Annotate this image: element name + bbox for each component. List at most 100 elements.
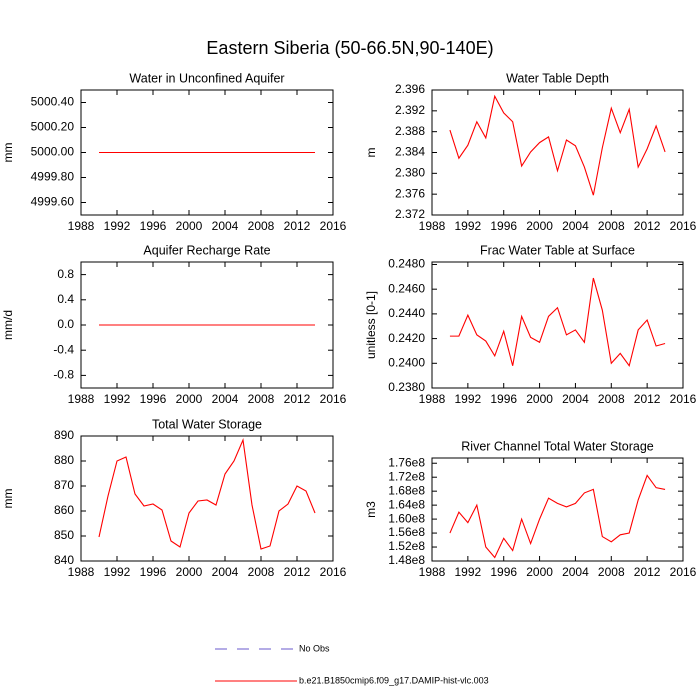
x-tick-label: 2000 bbox=[176, 219, 203, 233]
legend-label: No Obs bbox=[299, 643, 330, 653]
x-tick-label: 1988 bbox=[419, 392, 446, 406]
y-tick-label: 1.76e8 bbox=[388, 455, 425, 469]
y-tick-label: 2.388 bbox=[395, 124, 425, 138]
y-tick-label: -0.8 bbox=[53, 368, 74, 382]
x-tick-label: 2016 bbox=[670, 565, 697, 579]
panel-title: River Channel Total Water Storage bbox=[461, 439, 654, 453]
y-tick-label: 2.372 bbox=[395, 207, 425, 221]
y-tick-label: 1.64e8 bbox=[388, 497, 425, 511]
x-tick-label: 1996 bbox=[140, 565, 167, 579]
y-tick-label: 4999.80 bbox=[31, 170, 75, 184]
y-tick-label: 5000.00 bbox=[31, 145, 75, 159]
x-tick-label: 1988 bbox=[68, 392, 95, 406]
x-tick-label: 2012 bbox=[284, 219, 311, 233]
panel-title: Aquifer Recharge Rate bbox=[143, 243, 270, 257]
x-tick-label: 2012 bbox=[284, 565, 311, 579]
x-tick-label: 1992 bbox=[455, 565, 482, 579]
x-tick-label: 1996 bbox=[490, 565, 517, 579]
x-tick-label: 2000 bbox=[176, 392, 203, 406]
x-tick-label: 2016 bbox=[320, 219, 347, 233]
x-tick-label: 2012 bbox=[634, 565, 661, 579]
y-axis-label: mm/d bbox=[1, 310, 15, 340]
y-tick-label: 0.2420 bbox=[388, 331, 425, 345]
x-tick-label: 2000 bbox=[526, 392, 553, 406]
y-tick-label: 0.4 bbox=[57, 292, 74, 306]
y-tick-label: 880 bbox=[54, 453, 74, 467]
y-tick-label: 850 bbox=[54, 528, 74, 542]
panel-title: Frac Water Table at Surface bbox=[480, 243, 635, 257]
y-tick-label: 2.380 bbox=[395, 166, 425, 180]
y-tick-label: 0.2400 bbox=[388, 355, 425, 369]
y-tick-label: 5000.20 bbox=[31, 120, 75, 134]
plot-frame bbox=[431, 261, 684, 389]
x-tick-label: 1988 bbox=[419, 219, 446, 233]
y-tick-label: 0.0 bbox=[57, 317, 74, 331]
y-axis-label: unitless [0-1] bbox=[364, 291, 378, 359]
x-tick-label: 2000 bbox=[526, 565, 553, 579]
y-tick-label: 1.72e8 bbox=[388, 469, 425, 483]
plot-frame bbox=[431, 89, 684, 216]
x-tick-label: 1988 bbox=[419, 565, 446, 579]
x-tick-label: 2004 bbox=[212, 565, 239, 579]
x-tick-label: 2008 bbox=[598, 392, 625, 406]
data-line bbox=[449, 474, 666, 559]
x-tick-label: 2008 bbox=[248, 219, 275, 233]
x-tick-label: 2008 bbox=[248, 392, 275, 406]
plot-frame bbox=[431, 457, 684, 562]
x-tick-label: 2000 bbox=[526, 219, 553, 233]
y-axis-label: mm bbox=[1, 489, 15, 509]
x-tick-label: 2004 bbox=[562, 565, 589, 579]
y-tick-label: 2.392 bbox=[395, 103, 425, 117]
y-tick-label: 0.8 bbox=[57, 267, 74, 281]
x-tick-label: 1996 bbox=[490, 392, 517, 406]
x-tick-label: 2016 bbox=[320, 392, 347, 406]
y-tick-label: 2.376 bbox=[395, 186, 425, 200]
x-tick-label: 2016 bbox=[670, 392, 697, 406]
x-tick-label: 1992 bbox=[104, 565, 131, 579]
y-axis-label: mm bbox=[1, 143, 15, 163]
x-tick-label: 2004 bbox=[562, 219, 589, 233]
y-tick-label: 860 bbox=[54, 503, 74, 517]
x-tick-label: 1992 bbox=[104, 392, 131, 406]
x-tick-label: 2012 bbox=[634, 392, 661, 406]
y-tick-label: 0.2380 bbox=[388, 380, 425, 394]
y-tick-label: 1.68e8 bbox=[388, 483, 425, 497]
x-tick-label: 2008 bbox=[598, 219, 625, 233]
y-tick-label: 0.2440 bbox=[388, 306, 425, 320]
data-line bbox=[98, 437, 316, 550]
x-tick-label: 2004 bbox=[562, 392, 589, 406]
data-line bbox=[449, 277, 666, 368]
x-tick-label: 2012 bbox=[284, 392, 311, 406]
x-tick-label: 2016 bbox=[670, 219, 697, 233]
x-tick-label: 1996 bbox=[490, 219, 517, 233]
y-tick-label: 0.2460 bbox=[388, 281, 425, 295]
panel-title: Water in Unconfined Aquifer bbox=[129, 71, 284, 85]
x-tick-label: 1996 bbox=[140, 219, 167, 233]
plot-frame bbox=[80, 261, 334, 389]
y-tick-label: 870 bbox=[54, 478, 74, 492]
y-tick-label: 4999.60 bbox=[31, 195, 75, 209]
x-tick-label: 1996 bbox=[140, 392, 167, 406]
x-tick-label: 1992 bbox=[104, 219, 131, 233]
y-tick-label: 2.396 bbox=[395, 82, 425, 96]
x-tick-label: 2000 bbox=[176, 565, 203, 579]
x-tick-label: 1992 bbox=[455, 392, 482, 406]
y-tick-label: 2.384 bbox=[395, 145, 425, 159]
y-tick-label: 890 bbox=[54, 428, 74, 442]
x-tick-label: 1988 bbox=[68, 565, 95, 579]
panel-title: Total Water Storage bbox=[152, 417, 262, 431]
y-tick-label: 1.60e8 bbox=[388, 511, 425, 525]
plot-frame bbox=[80, 435, 334, 562]
y-tick-label: 5000.40 bbox=[31, 95, 75, 109]
x-tick-label: 2008 bbox=[598, 565, 625, 579]
y-tick-label: 1.52e8 bbox=[388, 539, 425, 553]
y-axis-label: m3 bbox=[364, 501, 378, 518]
y-tick-label: 1.48e8 bbox=[388, 553, 425, 567]
x-tick-label: 2012 bbox=[634, 219, 661, 233]
panel-title: Water Table Depth bbox=[506, 71, 609, 85]
y-axis-label: m bbox=[364, 148, 378, 158]
x-tick-label: 1992 bbox=[455, 219, 482, 233]
x-tick-label: 2004 bbox=[212, 219, 239, 233]
